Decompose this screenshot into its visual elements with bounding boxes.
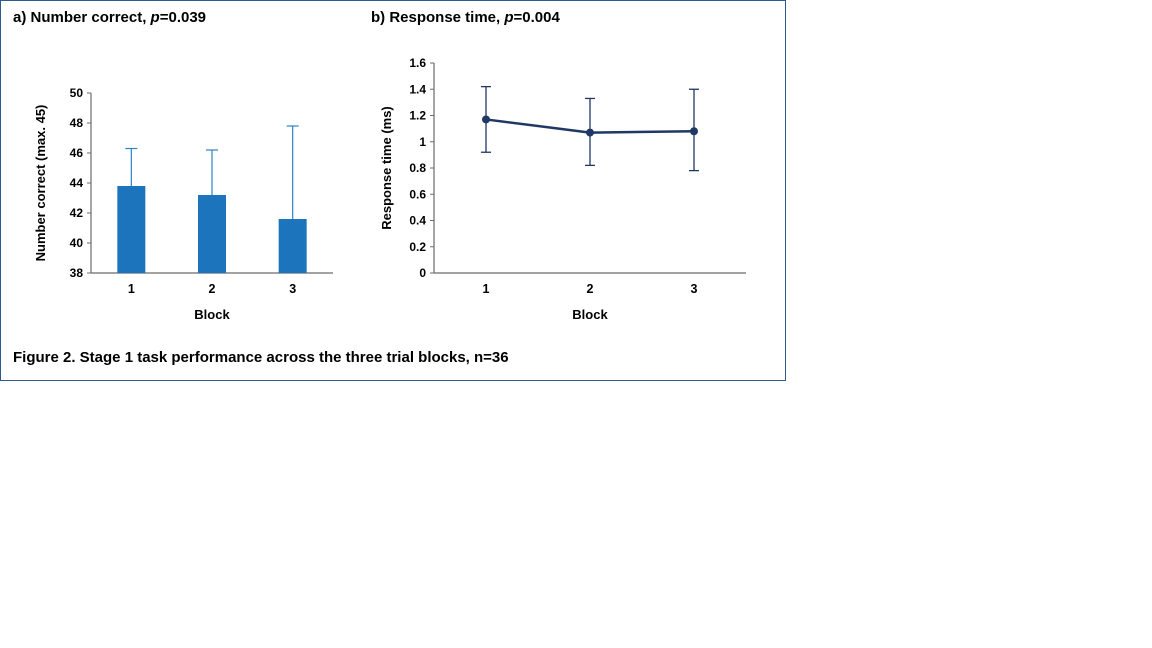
category-label: 1 — [128, 282, 135, 296]
data-point — [690, 127, 698, 136]
y-tick-label: 1 — [419, 135, 426, 149]
y-tick-label: 0.2 — [409, 240, 426, 254]
chart-a-title-pvalue: =0.039 — [159, 9, 207, 26]
category-label: 3 — [289, 282, 296, 296]
y-tick-label: 1.6 — [409, 56, 426, 70]
bar-chart-svg: 38 40 42 44 46 48 50 1 2 3 Block Number correct (ma… — [33, 86, 333, 322]
chart-a-title-pvar: p — [150, 9, 160, 26]
y-tick-label: 1.2 — [409, 109, 426, 123]
y-tick-label: 48 — [70, 116, 84, 130]
y-tick-label: 0.6 — [409, 187, 426, 201]
y-tick-label: 50 — [70, 86, 84, 100]
chart-b-title-pvalue: =0.004 — [513, 9, 560, 26]
line-chart-svg: 0 0.2 0.4 0.6 0.8 1 1.2 1.4 1.6 1 2 3 Block Response … — [379, 56, 746, 322]
bar — [117, 186, 146, 273]
bar — [278, 219, 307, 273]
y-tick-label: 40 — [70, 236, 84, 250]
y-tick-label: 46 — [70, 146, 84, 160]
y-axis-title: Response time (ms) — [379, 106, 394, 230]
line-chart-response-time: 0 0.2 0.4 0.6 0.8 1 1.2 1.4 1.6 1 2 3 Block Response … — [361, 37, 787, 342]
y-tick-label: 0.8 — [409, 161, 426, 175]
y-tick-label: 38 — [70, 266, 84, 280]
data-point — [586, 128, 594, 137]
bar-chart-number-correct: 38 40 42 44 46 48 50 1 2 3 Block Number correct (ma… — [1, 37, 361, 342]
x-axis-title: Block — [194, 307, 230, 322]
chart-b-title-pvar: p — [504, 9, 514, 26]
y-tick-label: 42 — [70, 206, 84, 220]
figure-2-panel: a) Number correct, p=0.039 b) Response t… — [0, 0, 786, 381]
bar — [198, 195, 226, 273]
y-tick-label: 0 — [419, 266, 426, 280]
x-axis-title: Block — [572, 307, 608, 322]
chart-a-title: a) Number correct, p=0.039 — [13, 9, 206, 26]
chart-a-title-text: a) Number correct, — [13, 9, 151, 26]
category-label: 2 — [587, 282, 594, 296]
data-point — [482, 115, 490, 124]
y-tick-label: 0.4 — [409, 214, 426, 228]
chart-b-title-text: b) Response time, — [371, 9, 505, 26]
y-axis-title: Number correct (max. 45) — [33, 105, 48, 262]
y-tick-label: 1.4 — [409, 82, 426, 96]
figure-caption: Figure 2. Stage 1 task performance acros… — [13, 349, 509, 366]
chart-b-title: b) Response time, p=0.004 — [371, 9, 560, 26]
y-tick-label: 44 — [70, 176, 84, 190]
category-label: 2 — [209, 282, 216, 296]
category-label: 1 — [483, 282, 490, 296]
category-label: 3 — [691, 282, 698, 296]
